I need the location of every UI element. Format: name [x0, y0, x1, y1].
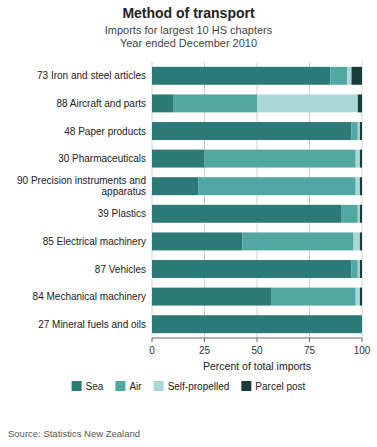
legend: Sea Air Self-propelled Parcel post — [72, 381, 306, 392]
x-axis-label: Percent of total imports — [203, 360, 311, 372]
bar-segment — [152, 205, 341, 223]
bar-segment — [358, 260, 360, 278]
category-label: 73 Iron and steel articles — [37, 70, 146, 81]
bar-segment — [341, 205, 358, 223]
source-note: Source: Statistics New Zealand — [8, 428, 140, 439]
bar-segment — [152, 288, 272, 306]
category-label: 84 Mechanical machinery — [33, 291, 146, 302]
bar-segment — [152, 67, 331, 85]
legend-label: Sea — [86, 381, 104, 392]
bar-segment — [360, 260, 362, 278]
tick-label: 100 — [354, 345, 371, 356]
bar-segment — [152, 232, 242, 250]
chart: Method of transport Imports for largest 1… — [0, 0, 377, 447]
bar-segment — [354, 232, 360, 250]
category-label: 90 Precision instruments andapparatus — [17, 175, 146, 197]
tick-mark — [204, 338, 205, 342]
tick-label: 50 — [251, 345, 263, 356]
legend-label: Air — [129, 381, 142, 392]
tick-label: 25 — [199, 345, 211, 356]
legend-swatch — [154, 381, 164, 391]
subtitle: Imports for largest 10 HS chapters — [105, 24, 273, 36]
bar-segment — [152, 177, 198, 195]
legend-item: Parcel post — [241, 381, 305, 392]
legend-item: Self-propelled — [154, 381, 230, 392]
category-label: 27 Mineral fuels and oils — [38, 319, 146, 330]
bar-segment — [152, 260, 352, 278]
bar-segment — [205, 150, 356, 168]
bar-segment — [352, 260, 358, 278]
category-label: 85 Electrical machinery — [43, 236, 146, 247]
bar-segment — [173, 94, 257, 112]
category-label: 48 Paper products — [64, 126, 146, 137]
category-label: 30 Pharmaceuticals — [58, 153, 146, 164]
tick-mark — [152, 338, 153, 342]
legend-item: Sea — [72, 381, 104, 392]
bar-segment — [360, 205, 362, 223]
bar-segment — [360, 177, 362, 195]
legend-label: Parcel post — [255, 381, 305, 392]
bar-segment — [257, 94, 358, 112]
bar-segment — [360, 122, 362, 140]
category-label: 88 Aircraft and parts — [57, 98, 147, 109]
bar-segment — [272, 288, 356, 306]
category-label: 87 Vehicles — [95, 264, 146, 275]
bar-segment — [358, 205, 360, 223]
legend-swatch — [72, 381, 82, 391]
tick-label: 0 — [149, 345, 155, 356]
x-axis: 0 25 50 75 100 — [149, 62, 371, 356]
axis-line — [152, 338, 362, 339]
bar-segment — [360, 150, 362, 168]
title: Method of transport — [122, 5, 255, 21]
bar-segment — [198, 177, 356, 195]
bars — [152, 67, 362, 333]
bar-segment — [358, 122, 360, 140]
bar-segment — [356, 177, 360, 195]
tick-mark — [309, 338, 310, 342]
tick-mark — [257, 338, 258, 342]
bar-segment — [360, 288, 362, 306]
bar-segment — [356, 150, 360, 168]
bar-segment — [352, 67, 363, 85]
bar-segment — [152, 315, 362, 333]
subtitle: Year ended December 2010 — [120, 37, 257, 49]
bar-segment — [362, 315, 363, 333]
bar-segment — [152, 150, 205, 168]
bar-segment — [362, 315, 363, 333]
bar-segment — [358, 94, 362, 112]
bar-segment — [331, 67, 348, 85]
tick-mark — [362, 338, 363, 342]
bar-segment — [362, 315, 363, 333]
legend-label: Self-propelled — [168, 381, 230, 392]
legend-item: Air — [115, 381, 142, 392]
category-label: 39 Plastics — [98, 208, 146, 219]
legend-swatch — [115, 381, 125, 391]
bar-segment — [152, 94, 173, 112]
bar-segment — [242, 232, 353, 250]
bar-segment — [356, 288, 360, 306]
bar-segment — [347, 67, 351, 85]
bar-segment — [360, 232, 362, 250]
tick-label: 75 — [304, 345, 316, 356]
bar-segment — [152, 122, 352, 140]
bar-segment — [352, 122, 358, 140]
legend-swatch — [241, 381, 251, 391]
